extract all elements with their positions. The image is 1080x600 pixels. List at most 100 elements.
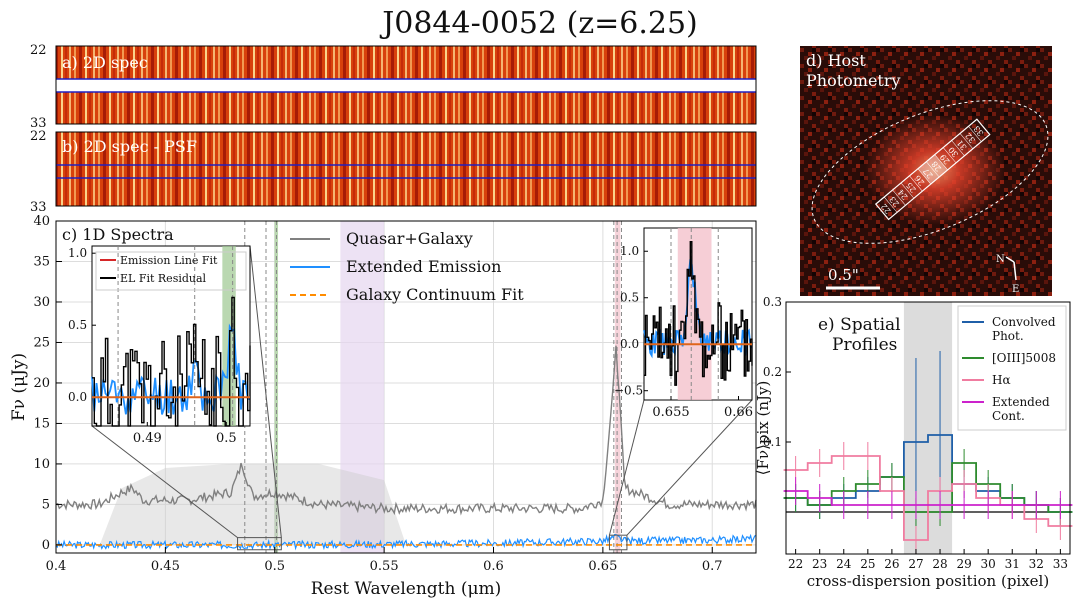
panel-c: 0.4 0.45 0.5 0.55 0.6 0.65 0.7 0 5 10 15 20 25 30 35 40…: [9, 214, 757, 599]
c-xtick-label: 0.45: [151, 559, 180, 574]
panel-b-image: [56, 132, 756, 206]
c-xtick-label: 0.7: [702, 559, 723, 574]
inset-legend-entry: Emission Line Fit: [120, 254, 218, 267]
zoom-connector: [626, 399, 753, 536]
panel-d-label-2: Photometry: [806, 71, 901, 90]
e-legend-frame: [957, 305, 1067, 431]
slit-divider: [951, 140, 965, 156]
e-legend-entry: Extended: [992, 395, 1050, 409]
inset-xtick-label: 0.66: [724, 405, 753, 420]
panel-c-zoom-connectors: [91, 245, 753, 551]
compass-icon: N E: [996, 254, 1019, 295]
panel-e-label-1: e) Spatial: [818, 315, 901, 335]
panel-e: 22 23 24 25 26 27 28 29 30 31 32 33 0.1 0.2 0.3 cross-d…: [754, 295, 1073, 590]
inset-xtick-label: 0.655: [652, 405, 689, 420]
c-ytick-label: 25: [33, 335, 50, 350]
inset-2: 0.655 0.66 −0.5 0.0 0.5 1.0: [614, 227, 753, 420]
slit-divider: [959, 133, 974, 149]
inset-legend-frame: [95, 251, 247, 291]
inset-ytick-label: −0.5: [614, 384, 643, 398]
c-xtick-label: 0.65: [588, 559, 617, 574]
e-legend-entry: [OIII]5008: [992, 351, 1056, 365]
panel-a: a) 2D spec 22 33: [30, 43, 757, 131]
e-xtick-label: 28: [932, 557, 947, 571]
e-ytick-label: 0.3: [763, 295, 782, 309]
slit-divider: [934, 154, 948, 171]
inset-extended-emission: [91, 323, 251, 415]
inset-residual: [92, 296, 251, 427]
zoom-box-1: [237, 537, 282, 551]
e-xtick-label: 24: [836, 557, 852, 571]
inset-2-content: 0.655 0.66 −0.5 0.0 0.5 1.0: [614, 228, 753, 420]
compass-e: E: [1012, 284, 1019, 295]
e-ylabel: ⟨Fν⟩pix (nJy): [754, 381, 772, 476]
panel-a-trace-band: [56, 79, 756, 92]
panel-c-legend: Quasar+Galaxy Extended Emission Galaxy Con…: [290, 229, 524, 304]
slit-divider: [968, 126, 982, 142]
legend-entry: Extended Emission: [346, 257, 501, 276]
e-legend-entry: Cont.: [992, 409, 1025, 423]
panel-c-series: [55, 345, 757, 551]
panel-c-label: c) 1D Spectra: [62, 225, 174, 244]
e-xtick-label: 27: [908, 557, 923, 571]
panel-d-label-1: d) Host: [806, 51, 866, 70]
slit-divider: [909, 175, 923, 192]
host-galaxy-glow: [865, 115, 1005, 225]
e-xtick-label: 26: [884, 557, 899, 571]
panel-a-ytick-top: 22: [30, 43, 47, 58]
c-ytick-label: 15: [33, 416, 50, 431]
c-xlabel: Rest Wavelength (μm): [311, 579, 502, 599]
slit-divider: [926, 161, 940, 178]
inset-xtick-label: 0.5: [216, 431, 237, 446]
c-ytick-label: 5: [42, 497, 50, 512]
inset-ytick-label: 0.5: [68, 318, 87, 332]
scale-bar-label: 0.5": [828, 266, 859, 284]
slit-divider: [942, 147, 957, 164]
inset-ytick-label: 0.0: [68, 390, 87, 404]
e-xtick-label: 33: [1053, 557, 1068, 571]
legend-entry: Quasar+Galaxy: [346, 229, 473, 248]
inset-residual: [644, 241, 753, 386]
extended-emission-line: [55, 533, 757, 551]
panel-b-ytick-top: 22: [30, 129, 47, 144]
quasar-galaxy-line: [55, 345, 757, 516]
figure-title: J0844-0052 (z=6.25): [382, 6, 698, 41]
panel-b-label: b) 2D spec - PSF: [62, 137, 197, 156]
c-xtick-label: 0.4: [46, 559, 67, 574]
inset-ytick-label: 0.0: [620, 337, 639, 351]
panel-c-vlines: [244, 221, 622, 553]
panel-a-ytick-bottom: 33: [30, 116, 47, 131]
panel-e-axes: 22 23 24 25 26 27 28 29 30 31 32 33 0.1 0.2 0.3 cross-d…: [754, 295, 1068, 590]
c-ytick-label: 20: [33, 376, 50, 391]
zoom-connector: [91, 425, 238, 539]
e-legend-entry: Hα: [992, 373, 1011, 387]
inset-1-content: 0.49 0.5 0.0 0.5 1.0 Emission Line Fit EL Fit …: [68, 246, 251, 446]
c-ytick-label: 35: [33, 254, 50, 269]
legend-entry: Galaxy Continuum Fit: [346, 285, 524, 304]
slit-divider: [892, 189, 906, 206]
c-shaded-region: [274, 221, 279, 553]
c-shaded-region: [614, 221, 621, 553]
inset-legend-entry: EL Fit Residual: [120, 272, 207, 285]
e-ytick-label: 0.2: [763, 365, 782, 379]
e-legend-entry: Phot.: [992, 329, 1024, 343]
e-xtick-label: 30: [981, 557, 996, 571]
slit-divider: [917, 168, 931, 185]
panel-b-ytick-bottom: 33: [30, 200, 47, 215]
e-series-2: [783, 455, 1073, 541]
panel-e-series: [783, 351, 1073, 554]
e-series-3: [783, 490, 1073, 506]
e-xtick-label: 32: [1029, 557, 1044, 571]
e-xtick-label: 22: [788, 557, 803, 571]
panel-b: b) 2D spec - PSF 22 33: [30, 129, 757, 215]
c-ytick-label: 40: [33, 214, 50, 229]
e-xtick-label: 25: [860, 557, 875, 571]
e-xtick-label: 29: [956, 557, 971, 571]
e-ytick-label: 0.1: [763, 435, 782, 449]
inset-ytick-label: 1.0: [68, 246, 87, 260]
c-xtick-label: 0.55: [370, 559, 399, 574]
inset-ytick-label: 1.0: [620, 244, 639, 258]
